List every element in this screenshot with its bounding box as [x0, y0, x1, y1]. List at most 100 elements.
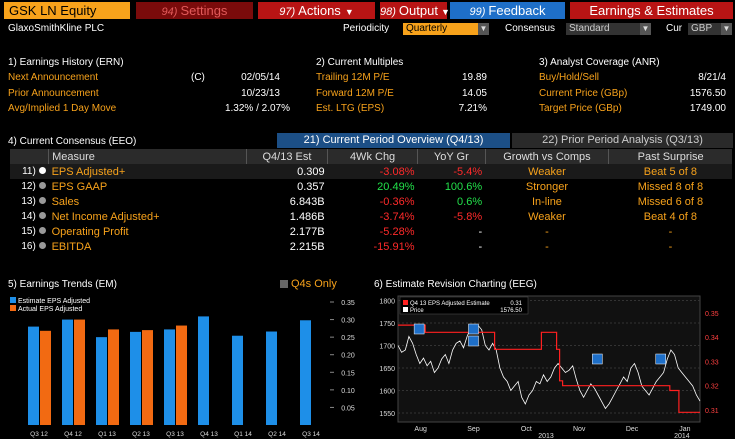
x-tick-label: Q1 13 — [98, 431, 116, 438]
actions-button[interactable]: 97) Actions ▼ — [258, 2, 375, 19]
growth-value: In-line — [531, 195, 562, 208]
legend-label-price: Price — [410, 308, 424, 314]
y-tick-label: 0.20 — [341, 353, 355, 360]
radio-icon[interactable] — [38, 182, 46, 189]
forward-pe-label: Forward 12M P/E — [316, 88, 394, 99]
col-measure[interactable]: Measure — [48, 149, 247, 164]
legend-swatch-revision — [403, 300, 408, 305]
right-tick-label: 0.34 — [705, 335, 719, 342]
consensus-row[interactable]: 12) EPS GAAP 0.357 20.49% 100.6% Stronger Mis… — [10, 179, 732, 194]
left-tick-label: 1650 — [379, 366, 395, 373]
x-tick-label: Q2 14 — [268, 431, 286, 438]
consensus-row[interactable]: 13) Sales 6.843B -0.36% 0.6% In-line Missed 6… — [10, 194, 732, 209]
radio-icon[interactable] — [38, 242, 46, 249]
current-price-label: Current Price (GBp) — [539, 88, 628, 99]
output-button[interactable]: 98) Output ▼ — [380, 2, 450, 19]
growth-value: Weaker — [528, 210, 566, 223]
radio-icon[interactable] — [38, 197, 46, 204]
periodicity-select[interactable]: Quarterly ▼ — [403, 23, 489, 35]
current-consensus-title[interactable]: 4) Current Consensus (EEO) — [8, 136, 137, 147]
col-past-surprise[interactable]: Past Surprise — [608, 149, 732, 164]
event-marker-icon — [468, 335, 479, 347]
consensus-select[interactable]: Standard ▼ — [566, 23, 651, 35]
col-growth-vs-comps[interactable]: Growth vs Comps — [485, 149, 610, 164]
tab-current-period[interactable]: 21) Current Period Overview (Q4/13) — [277, 133, 510, 148]
dropdown-arrow-icon: ▼ — [721, 23, 732, 35]
trailing-pe-label: Trailing 12M P/E — [316, 72, 390, 83]
growth-value: - — [545, 240, 549, 253]
measure-name: Sales — [51, 195, 80, 208]
chg-value: -3.74% — [379, 210, 415, 223]
event-marker-icon — [468, 323, 479, 335]
settings-button[interactable]: 94) Settings — [136, 2, 253, 19]
dropdown-arrow-icon: ▼ — [640, 23, 651, 35]
y-tick-label: 0.35 — [341, 300, 355, 307]
buy-hold-sell-value: 8/21/4 — [698, 72, 726, 83]
est-value: 2.215B — [289, 240, 325, 253]
bar-estimate — [198, 316, 209, 425]
periodicity-value: Quarterly — [406, 23, 448, 34]
right-tick-label: 0.32 — [705, 384, 719, 391]
q4s-only-checkbox[interactable] — [280, 280, 288, 288]
bar-actual — [40, 330, 51, 425]
surprise-value: Beat 4 of 8 — [643, 210, 697, 223]
growth-value: - — [545, 225, 549, 238]
tab-prior-period[interactable]: 22) Prior Period Analysis (Q3/13) — [512, 133, 733, 148]
growth-value: Weaker — [528, 165, 566, 178]
row-selector: 14) — [10, 209, 49, 224]
surprise-value: - — [668, 225, 673, 238]
row-num: 14) — [21, 211, 36, 222]
left-tick-label: 1750 — [379, 321, 395, 328]
row-num: 12) — [21, 181, 36, 192]
actions-label: Actions — [298, 3, 341, 18]
event-marker-icon — [413, 323, 425, 335]
consensus-row[interactable]: 15) Operating Profit 2.177B -5.28% - - - — [10, 224, 732, 239]
consensus-row[interactable]: 14) Net Income Adjusted+ 1.486B -3.74% -5.8… — [10, 209, 732, 224]
next-announcement-value: 02/05/14 — [241, 72, 280, 83]
measure-name: EBITDA — [51, 240, 92, 253]
earnings-estimates-title: Earnings & Estimates — [570, 2, 733, 19]
estimate-revision-title[interactable]: 6) Estimate Revision Charting (EEG) — [374, 279, 537, 290]
trailing-pe-value: 19.89 — [461, 72, 487, 83]
x-tick-label: Q3 14 — [302, 431, 320, 438]
ticker-field[interactable]: GSK LN Equity — [4, 2, 130, 19]
radio-icon[interactable] — [38, 227, 46, 234]
x-tick-label: Jan — [679, 426, 690, 433]
consensus-row[interactable]: 16) EBITDA 2.215B -15.91% - - - — [10, 239, 732, 254]
feedback-button[interactable]: 99) Feedback — [450, 2, 565, 19]
col-est[interactable]: Q4/13 Est — [246, 149, 329, 164]
earnings-trends-title[interactable]: 5) Earnings Trends (EM) — [8, 279, 117, 290]
consensus-value: Standard — [569, 23, 610, 34]
output-label: Output — [398, 3, 438, 18]
col-4wk-chg[interactable]: 4Wk Chg — [327, 149, 418, 164]
left-tick-label: 1550 — [379, 411, 395, 418]
radio-icon[interactable] — [38, 212, 46, 219]
right-tick-label: 0.33 — [705, 359, 719, 366]
analyst-coverage-title[interactable]: 3) Analyst Coverage (ANR) — [539, 57, 660, 68]
yoy-value: 100.6% — [444, 180, 483, 193]
x-tick-label: Oct — [521, 426, 532, 433]
currency-select[interactable]: GBP ▼ — [688, 23, 732, 35]
bar-estimate — [300, 320, 311, 425]
chg-value: -5.28% — [379, 225, 415, 238]
row-selector: 11) — [10, 164, 49, 179]
avg-implied-move-label: Avg/Implied 1 Day Move — [8, 103, 117, 114]
estimate-revision-chart: 1800 1750 1700 1650 1600 1550 0.35 0.34 0.33 0.32… — [379, 295, 719, 439]
y-tick-label: 0.05 — [341, 405, 355, 412]
yoy-value: -5.4% — [453, 165, 483, 178]
legend-label-revision: Q4 13 EPS Adjusted Estimate — [410, 301, 490, 307]
x-year-label: 2014 — [674, 433, 690, 439]
earnings-history-title[interactable]: 1) Earnings History (ERN) — [8, 57, 124, 68]
q4s-only-label: Q4s Only — [291, 278, 337, 290]
chg-value: 20.49% — [377, 180, 415, 193]
x-tick-label: Dec — [626, 426, 639, 433]
event-marker-icon — [655, 353, 666, 365]
radio-icon[interactable] — [38, 167, 46, 174]
avg-implied-move-value: 1.32% / 2.07% — [224, 103, 290, 114]
measure-name: EPS Adjusted+ — [51, 165, 126, 178]
bar-estimate — [28, 326, 39, 425]
est-value: 1.486B — [289, 210, 325, 223]
consensus-row[interactable]: 11) EPS Adjusted+ 0.309 -3.08% -5.4% Weaker B… — [10, 164, 732, 179]
col-yoy-gr[interactable]: YoY Gr — [417, 149, 486, 164]
